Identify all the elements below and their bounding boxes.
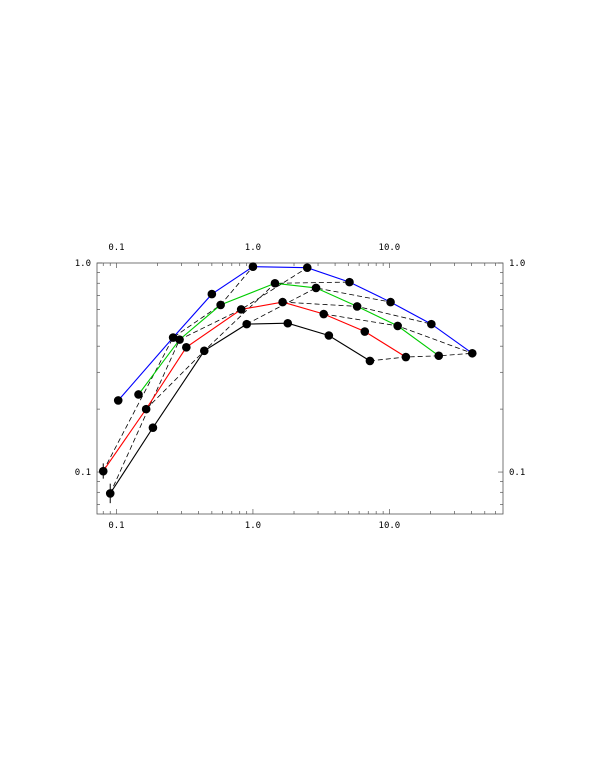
plot-frame <box>96 262 504 515</box>
x-tick-label-bottom: 10.0 <box>379 521 401 531</box>
data-point <box>427 319 436 329</box>
y-tick-label-left: 1.0 <box>75 259 91 269</box>
data-point <box>270 278 280 288</box>
dashed-series-line <box>145 281 350 410</box>
dashed-series-line <box>109 267 308 494</box>
data-point <box>182 343 191 352</box>
data-point <box>105 489 115 498</box>
y-tick-label-left: 0.1 <box>75 468 91 478</box>
data-point <box>319 309 328 319</box>
x-tick-label-bottom: 1.0 <box>245 521 261 531</box>
y-tick-label-right: 1.0 <box>509 259 525 269</box>
data-point <box>386 297 395 307</box>
data-point <box>98 466 108 476</box>
data-point <box>168 333 178 342</box>
data-point <box>345 277 354 287</box>
data-points <box>98 262 477 498</box>
dashed-series-line <box>323 313 473 354</box>
data-point <box>134 390 143 399</box>
data-point <box>365 356 375 366</box>
data-point <box>148 423 158 432</box>
data-point <box>467 348 477 358</box>
dashed-series-line <box>369 352 473 362</box>
data-point <box>141 404 151 414</box>
data-point <box>236 305 246 314</box>
data-point <box>324 331 334 340</box>
data-point <box>283 318 293 328</box>
series-lines <box>102 266 473 494</box>
data-point <box>360 327 370 336</box>
data-point <box>216 300 225 310</box>
x-tick-label-top: 10.0 <box>379 243 401 253</box>
data-point <box>207 289 217 299</box>
data-point <box>242 319 251 329</box>
data-point <box>352 302 362 311</box>
data-point <box>175 335 184 344</box>
x-tick-label-top: 0.1 <box>108 243 124 253</box>
data-point <box>401 352 411 362</box>
data-point <box>311 283 321 293</box>
x-tick-label-bottom: 0.1 <box>108 521 124 531</box>
data-point <box>393 321 402 331</box>
data-point <box>278 297 287 307</box>
dashed-series-line <box>102 266 254 472</box>
dashed-series-line <box>246 287 391 325</box>
x-tick-label-top: 1.0 <box>245 243 261 253</box>
data-point <box>434 351 444 361</box>
series-line <box>138 282 440 395</box>
data-point <box>302 263 312 272</box>
data-point <box>113 396 123 405</box>
ticks: 0.1 0.1 1.0 1.0 10.0 10.0 0.1 0.1 1.0 1.0 <box>75 243 526 531</box>
data-point <box>199 346 209 356</box>
y-tick-label-right: 0.1 <box>509 468 525 478</box>
series-line <box>102 301 407 472</box>
data-point <box>248 262 258 272</box>
